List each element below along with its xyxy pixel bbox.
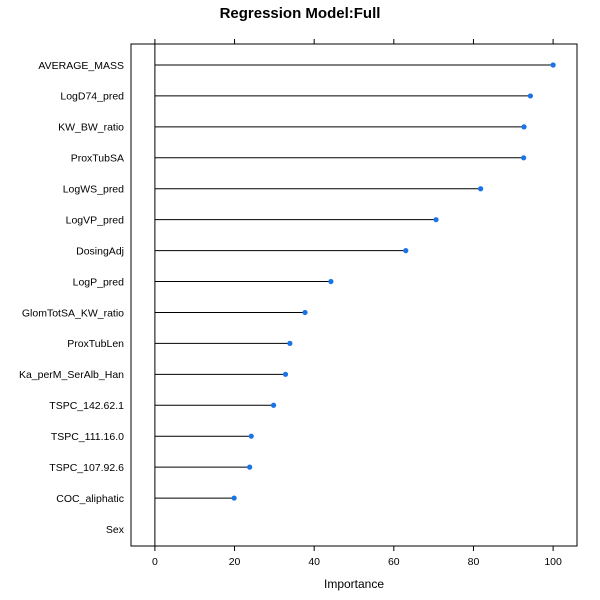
category-label: LogVP_pred (66, 214, 125, 226)
category-label: ProxTubSA (71, 153, 124, 165)
category-label: DosingAdj (76, 245, 124, 257)
category-label: COC_aliphatic (56, 493, 124, 505)
x-axis-ticks: 0 20 40 60 80 100 (152, 546, 562, 568)
importance-point (478, 186, 484, 192)
importance-point (270, 402, 277, 408)
category-label: LogP_pred (73, 276, 125, 288)
category-label: AVERAGE_MASS (38, 60, 124, 72)
importance-point (231, 495, 237, 501)
chart-title: Regression Model:Full (220, 5, 381, 22)
importance-point (328, 278, 334, 285)
importance-point (527, 93, 534, 99)
category-label: Sex (106, 524, 125, 536)
importance-point (302, 309, 308, 316)
importance-point (521, 124, 527, 130)
category-label: TSPC_111.16.0 (51, 431, 124, 443)
importance-point (403, 248, 409, 254)
category-labels: AVERAGE_MASS LogD74_pred KW_BW_ratio ProxTu… (19, 60, 125, 536)
points-layer (231, 62, 556, 501)
x-tick-label: 100 (544, 556, 562, 568)
category-label: KW_BW_ratio (58, 122, 124, 134)
importance-point (247, 464, 253, 470)
importance-point (550, 62, 556, 68)
x-axis-label: Importance (324, 577, 384, 591)
category-label: LogWS_pred (63, 184, 124, 196)
category-label: ProxTubLen (67, 338, 124, 350)
plot-panel (130, 43, 578, 547)
importance-point (433, 217, 439, 223)
category-label: GlomTotSA_KW_ratio (22, 307, 124, 319)
importance-point (248, 433, 254, 439)
category-label: TSPC_142.62.1 (49, 400, 124, 412)
x-tick-label: 20 (229, 556, 241, 568)
stems-layer (154, 44, 554, 546)
importance-point (521, 155, 527, 161)
importance-point (287, 340, 293, 346)
x-tick-label: 80 (468, 556, 480, 568)
top-axis-ticks (154, 39, 554, 44)
x-tick-label: 40 (308, 556, 320, 568)
category-label: LogD74_pred (60, 91, 124, 103)
importance-point (282, 371, 289, 377)
x-tick-label: 0 (152, 556, 158, 568)
category-label: Ka_perM_SerAlb_Han (19, 369, 124, 381)
category-label: TSPC_107.92.6 (49, 462, 124, 474)
x-tick-label: 60 (388, 556, 400, 568)
